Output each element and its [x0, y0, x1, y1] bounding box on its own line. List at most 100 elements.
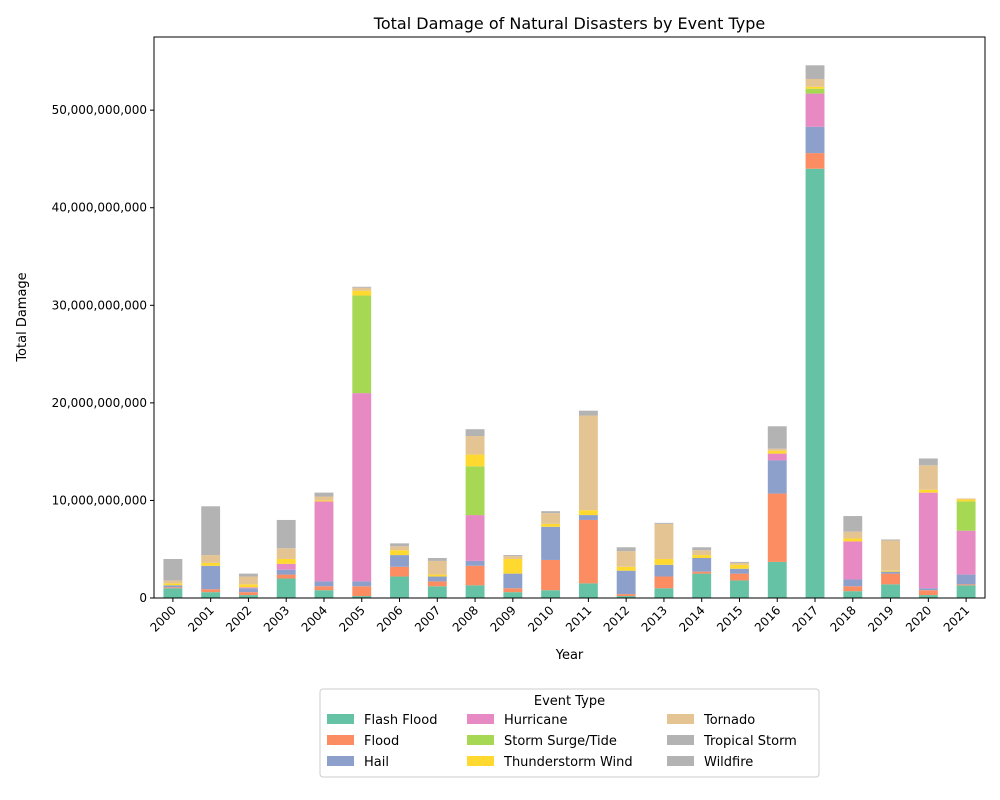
bar-2011-series-1	[578, 519, 598, 584]
bar-2003-series-0	[276, 578, 296, 598]
bar-2001-series-1	[201, 589, 221, 593]
bar-2002-series-6	[238, 576, 258, 585]
bar-2016-series-5	[767, 450, 787, 454]
bar-2002-series-0	[238, 595, 258, 598]
bar-2015-series-1	[730, 573, 749, 581]
legend-label: Tornado	[703, 713, 755, 728]
bar-2019-series-8	[881, 539, 901, 541]
legend-swatch	[667, 735, 694, 745]
legend-items: Flash Flood Flood Hail Hurricane Storm Surge…	[327, 713, 797, 770]
bar-2013-series-5	[654, 558, 674, 565]
bar-2017-series-6	[805, 78, 825, 87]
bar-2008-series-1	[465, 565, 485, 586]
bar-2000-series-6	[163, 580, 183, 584]
bar-2000-series-5	[163, 583, 183, 586]
bar-2020-series-1	[918, 590, 938, 596]
bar-2014-series-0	[692, 573, 712, 598]
bar-2005-series-4	[352, 295, 372, 394]
bar-2012-series-0	[616, 596, 636, 598]
bar-2017-series-1	[805, 153, 825, 169]
bar-2018-series-2	[843, 579, 863, 587]
legend-swatch	[327, 714, 354, 724]
bar-2020-series-8	[918, 458, 938, 466]
legend-label: Thunderstorm Wind	[503, 755, 633, 770]
bar-2007-series-5	[427, 574, 447, 577]
bar-2011-series-5	[578, 510, 598, 516]
legend-label: Hail	[364, 755, 389, 770]
bar-2018-series-0	[843, 591, 863, 598]
bar-2003-series-1	[276, 574, 296, 579]
bar-2001-series-2	[201, 565, 221, 590]
bar-2015-series-2	[730, 568, 749, 574]
bar-2002-series-3	[238, 587, 258, 589]
bar-2004-series-0	[314, 590, 334, 598]
bar-2001-series-5	[201, 562, 221, 566]
y-axis: 0 10,000,000,000 20,000,000,000 30,000,000,…	[52, 103, 154, 605]
bar-2013-series-1	[654, 576, 674, 589]
bar-2016-series-3	[767, 453, 787, 461]
bar-2008-series-4	[465, 466, 485, 516]
bar-2003-series-5	[276, 558, 296, 564]
bar-2002-series-1	[238, 592, 258, 596]
bar-2014-series-2	[692, 557, 712, 572]
bar-2009-series-2	[503, 573, 523, 589]
legend: Event Type Flash Flood Flood Hail Hurricane…	[319, 688, 820, 778]
bar-2007-series-1	[427, 581, 447, 587]
bar-2004-series-8	[314, 492, 334, 497]
bar-2013-series-0	[654, 588, 674, 598]
bar-2006-series-6	[390, 546, 409, 551]
bar-2008-series-3	[465, 515, 485, 561]
bar-2002-series-8	[238, 573, 258, 577]
bar-2021-series-6	[956, 498, 976, 500]
legend-swatch	[467, 756, 494, 766]
bar-2003-series-8	[276, 519, 296, 549]
bar-2018-series-8	[843, 516, 863, 532]
bar-2011-series-6	[578, 415, 598, 511]
legend-swatch	[667, 714, 694, 724]
bar-2017-series-0	[805, 168, 825, 598]
chart-title: Total Damage of Natural Disasters by Eve…	[373, 14, 765, 33]
bar-2018-series-1	[843, 586, 863, 592]
bar-2007-series-6	[427, 560, 447, 575]
bar-2002-series-2	[238, 588, 258, 593]
bar-2021-series-0	[956, 585, 976, 598]
bar-2011-series-2	[578, 515, 598, 520]
bar-2004-series-6	[314, 496, 334, 501]
bar-2013-series-2	[654, 564, 674, 577]
legend-label: Flash Flood	[364, 713, 437, 728]
bar-2003-series-2	[276, 569, 296, 575]
bar-2006-series-5	[390, 550, 409, 556]
bar-2020-series-2	[918, 588, 938, 591]
bar-2008-series-0	[465, 585, 485, 598]
bar-2018-series-6	[843, 531, 863, 539]
bar-2016-series-2	[767, 460, 787, 494]
bar-2008-series-6	[465, 436, 485, 455]
bar-2017-series-2	[805, 126, 825, 154]
bar-2014-series-1	[692, 571, 712, 574]
bar-2009-series-5	[503, 558, 523, 574]
legend-title: Event Type	[534, 694, 605, 709]
bar-2020-series-5	[918, 489, 938, 493]
bar-2019-series-2	[881, 571, 901, 574]
bar-2008-series-5	[465, 454, 485, 467]
bar-2021-series-1	[956, 584, 976, 586]
y-tick-label: 50,000,000,000	[52, 103, 147, 117]
bar-2000-series-1	[163, 587, 183, 589]
bar-2010-series-2	[541, 526, 561, 560]
legend-label: Storm Surge/Tide	[504, 734, 617, 749]
bar-2014-series-8	[692, 547, 712, 551]
legend-label: Wildfire	[704, 755, 753, 770]
bar-2007-series-8	[427, 557, 447, 561]
bar-2002-series-5	[238, 584, 258, 588]
bar-2000-series-0	[163, 588, 183, 598]
bar-2000-series-2	[163, 585, 183, 588]
bar-2010-series-0	[541, 590, 561, 598]
bar-2005-series-5	[352, 290, 372, 296]
bar-2021-series-5	[956, 499, 976, 502]
bar-2006-series-1	[390, 566, 409, 577]
legend-box	[319, 688, 820, 778]
bar-2001-series-0	[201, 592, 221, 598]
y-tick-label: 40,000,000,000	[52, 201, 147, 215]
bar-2014-series-5	[692, 555, 712, 558]
bar-2006-series-0	[390, 576, 409, 598]
